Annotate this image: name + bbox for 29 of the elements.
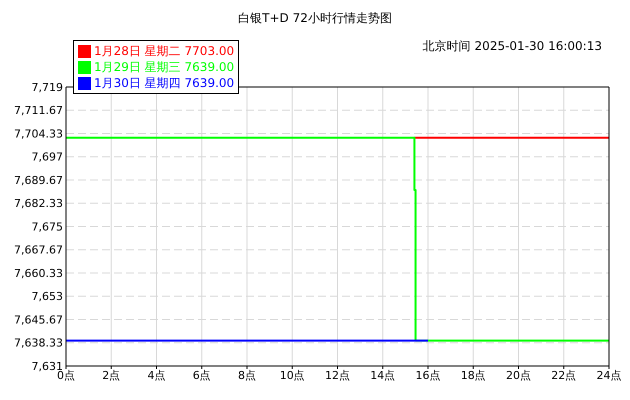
legend-label: 1月28日 星期二 7703.00 xyxy=(94,43,234,59)
x-tick-label: 12点 xyxy=(325,368,350,382)
y-tick-label: 7,660.33 xyxy=(14,266,63,280)
y-tick-label: 7,682.33 xyxy=(14,197,63,210)
x-tick-label: 14点 xyxy=(370,368,396,382)
legend-label: 1月30日 星期四 7639.00 xyxy=(94,75,234,91)
chart-title: 白银T+D 72小时行情走势图 xyxy=(237,10,393,27)
x-tick-label: 10点 xyxy=(280,368,305,382)
x-tick-label: 20点 xyxy=(506,368,531,382)
y-tick-label: 7,711.67 xyxy=(14,104,63,118)
text: 北京时间 2025-01-30 16:00:13 xyxy=(422,38,602,55)
x-tick-label: 6点 xyxy=(192,368,211,382)
y-tick-label: 7,667.67 xyxy=(14,244,63,257)
y-tick-label: 7,719 xyxy=(32,80,63,94)
legend-label: 1月29日 星期三 7639.00 xyxy=(94,59,234,75)
y-tick-label: 7,653 xyxy=(32,290,63,304)
y-tick-label: 7,638.33 xyxy=(14,336,63,350)
x-tick-label: 8点 xyxy=(238,368,256,382)
x-tick-label: 16点 xyxy=(416,368,440,382)
x-tick-label: 22点 xyxy=(551,368,576,382)
y-tick-label: 7,697 xyxy=(32,150,63,164)
x-tick-label: 24点 xyxy=(596,368,622,382)
x-tick-label: 2点 xyxy=(102,368,120,382)
x-tick-label: 4点 xyxy=(148,368,166,382)
y-tick-label: 7,689.67 xyxy=(14,174,63,187)
y-tick-label: 7,645.67 xyxy=(14,313,63,326)
y-tick-label: 7,675 xyxy=(32,220,63,234)
x-tick-label: 18点 xyxy=(460,368,486,382)
y-tick-label: 7,704.33 xyxy=(14,127,63,140)
